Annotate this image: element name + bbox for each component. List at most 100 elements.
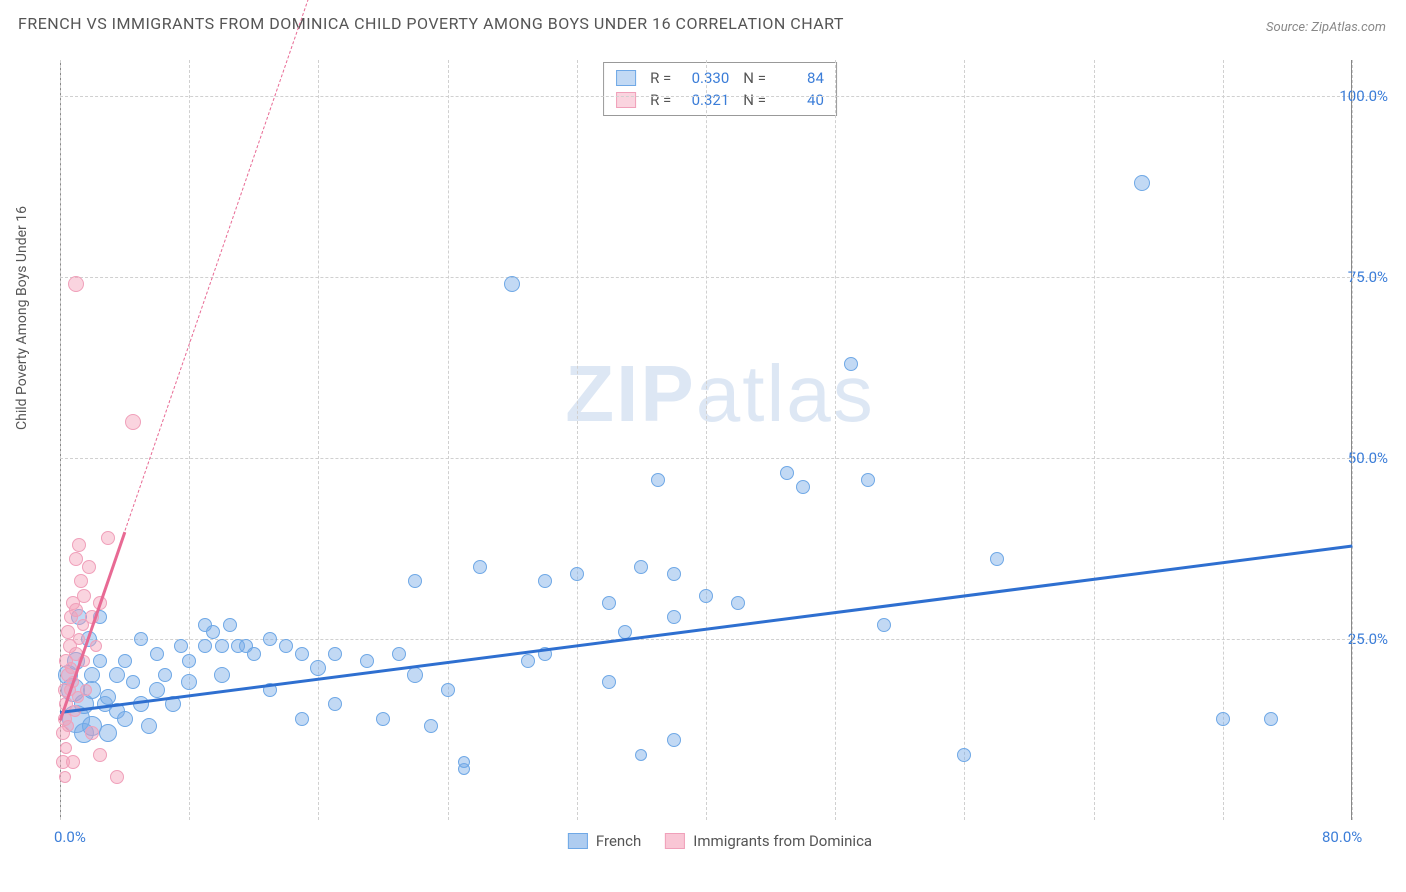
gridline-v — [1352, 60, 1353, 820]
data-point — [328, 697, 342, 711]
gridline-v — [835, 60, 836, 820]
data-point — [780, 466, 794, 480]
data-point — [667, 733, 681, 747]
data-point — [85, 726, 99, 740]
data-point — [458, 756, 470, 768]
data-point — [1216, 712, 1230, 726]
data-point — [521, 654, 535, 668]
data-point — [125, 414, 141, 430]
chart-plot-area: ZIPatlas R =0.330N =84R =0.321N =40 Fren… — [60, 60, 1380, 820]
gridline-h — [60, 639, 1380, 640]
gridline-v — [318, 60, 319, 820]
data-point — [844, 357, 858, 371]
data-point — [651, 473, 665, 487]
legend-swatch — [616, 70, 636, 86]
data-point — [877, 618, 891, 632]
y-tick-label: 100.0% — [1339, 87, 1388, 105]
legend-swatch — [568, 833, 588, 849]
data-point — [59, 771, 71, 783]
data-point — [215, 639, 229, 653]
data-point — [538, 574, 552, 588]
data-point — [223, 618, 237, 632]
x-tick-label: 80.0% — [1322, 828, 1362, 846]
data-point — [158, 668, 172, 682]
gridline-v — [706, 60, 707, 820]
data-point — [796, 480, 810, 494]
y-axis-label: Child Poverty Among Boys Under 16 — [14, 206, 30, 430]
series-legend: FrenchImmigrants from Dominica — [568, 832, 872, 850]
data-point — [441, 683, 455, 697]
watermark: ZIPatlas — [565, 348, 874, 440]
data-point — [109, 667, 125, 683]
data-point — [110, 770, 124, 784]
data-point — [407, 667, 423, 683]
legend-swatch — [665, 833, 685, 849]
data-point — [82, 560, 96, 574]
data-point — [68, 276, 84, 292]
y-tick-label: 75.0% — [1348, 268, 1388, 286]
data-point — [118, 654, 132, 668]
data-point — [62, 720, 74, 732]
data-point — [667, 610, 681, 624]
data-point — [80, 684, 92, 696]
data-point — [72, 538, 86, 552]
chart-title: FRENCH VS IMMIGRANTS FROM DOMINICA CHILD… — [18, 14, 844, 33]
data-point — [360, 654, 374, 668]
data-point — [1134, 175, 1150, 191]
gridline-v — [189, 60, 190, 820]
data-point — [504, 276, 520, 292]
data-point — [150, 647, 164, 661]
data-point — [602, 675, 616, 689]
data-point — [101, 531, 115, 545]
data-point — [731, 596, 745, 610]
gridline-h — [60, 458, 1380, 459]
legend-stat-row: R =0.330N =84 — [616, 67, 824, 89]
data-point — [861, 473, 875, 487]
data-point — [1264, 712, 1278, 726]
gridline-v — [448, 60, 449, 820]
data-point — [667, 567, 681, 581]
y-tick-label: 25.0% — [1348, 630, 1388, 648]
legend-swatch — [616, 92, 636, 108]
x-tick-label: 0.0% — [54, 828, 86, 846]
data-point — [214, 667, 230, 683]
data-point — [84, 667, 100, 683]
data-point — [424, 719, 438, 733]
gridline-v — [1223, 60, 1224, 820]
data-point — [93, 748, 107, 762]
data-point — [198, 639, 212, 653]
gridline-v — [1094, 60, 1095, 820]
data-point — [206, 625, 220, 639]
data-point — [174, 639, 188, 653]
data-point — [100, 689, 116, 705]
data-point — [392, 647, 406, 661]
data-point — [90, 640, 102, 652]
gridline-v — [577, 60, 578, 820]
data-point — [133, 696, 149, 712]
data-point — [182, 654, 196, 668]
data-point — [60, 742, 72, 754]
data-point — [69, 603, 83, 617]
correlation-legend: R =0.330N =84R =0.321N =40 — [603, 62, 837, 116]
data-point — [73, 633, 85, 645]
legend-stat-row: R =0.321N =40 — [616, 89, 824, 111]
data-point — [77, 589, 91, 603]
data-point — [141, 718, 157, 734]
data-point — [279, 639, 293, 653]
data-point — [473, 560, 487, 574]
data-point — [408, 574, 422, 588]
data-point — [602, 596, 616, 610]
data-point — [93, 654, 107, 668]
gridline-v — [964, 60, 965, 820]
source-attribution: Source: ZipAtlas.com — [1266, 20, 1386, 35]
data-point — [263, 632, 277, 646]
data-point — [957, 748, 971, 762]
data-point — [295, 712, 309, 726]
data-point — [295, 647, 309, 661]
data-point — [74, 574, 88, 588]
data-point — [570, 567, 584, 581]
data-point — [126, 675, 140, 689]
data-point — [635, 749, 647, 761]
data-point — [310, 660, 326, 676]
data-point — [328, 647, 342, 661]
